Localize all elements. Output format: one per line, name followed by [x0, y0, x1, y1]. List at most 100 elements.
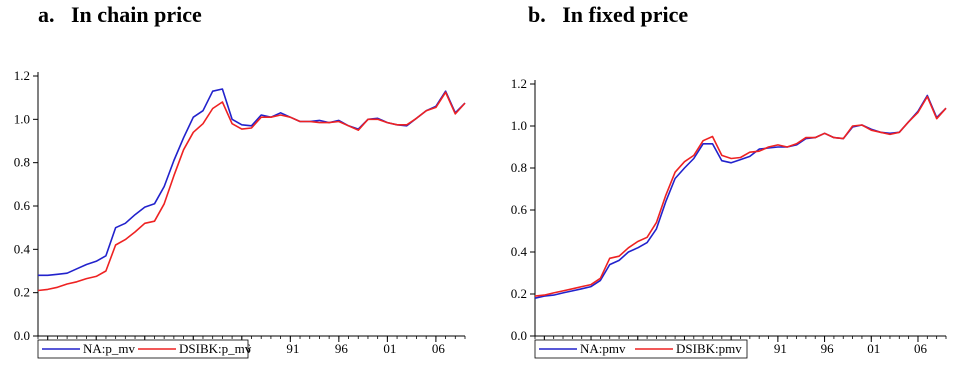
data-point — [454, 113, 456, 115]
data-point — [656, 222, 658, 224]
data-point — [861, 124, 863, 126]
legend: NA:pmv DSIBK:pmv — [534, 339, 748, 359]
data-point — [609, 264, 611, 266]
data-point — [665, 201, 667, 203]
data-point — [251, 127, 253, 129]
data-point — [665, 194, 667, 196]
data-point — [396, 124, 398, 126]
data-point — [684, 161, 686, 163]
data-point — [95, 276, 97, 278]
y-tick-label: 1.2 — [14, 68, 30, 83]
data-point — [66, 272, 68, 274]
data-point — [105, 255, 107, 257]
data-point — [553, 294, 555, 296]
data-point — [572, 290, 574, 292]
data-point — [163, 203, 165, 205]
data-point — [192, 116, 194, 118]
data-point — [889, 134, 891, 136]
data-point — [824, 132, 826, 134]
data-point — [37, 274, 39, 276]
data-point — [693, 155, 695, 157]
data-point — [562, 292, 564, 294]
chart-panel-b: 0.00.20.40.60.81.01.2667176818691960106N… — [511, 76, 947, 359]
data-point — [173, 175, 175, 177]
x-tick-label: 01 — [867, 341, 880, 356]
data-point — [328, 122, 330, 124]
data-point — [749, 156, 751, 158]
data-point — [183, 149, 185, 151]
data-point — [609, 257, 611, 259]
data-point — [581, 288, 583, 290]
data-point — [202, 110, 204, 112]
data-point — [241, 128, 243, 130]
data-point — [212, 108, 214, 110]
data-point — [183, 137, 185, 139]
data-point — [406, 124, 408, 126]
data-point — [805, 137, 807, 139]
data-point — [377, 118, 379, 120]
data-point — [260, 116, 262, 118]
data-point — [86, 264, 88, 266]
data-point — [144, 206, 146, 208]
y-tick-label: 1.0 — [14, 111, 30, 126]
data-point — [684, 167, 686, 169]
data-point — [270, 116, 272, 118]
data-point — [86, 278, 88, 280]
data-point — [212, 90, 214, 92]
x-tick-label: 06 — [914, 341, 928, 356]
data-point — [758, 150, 760, 152]
data-point — [833, 137, 835, 139]
data-point — [115, 227, 117, 229]
data-point — [712, 143, 714, 145]
data-point — [76, 268, 78, 270]
data-point — [786, 146, 788, 148]
data-point — [730, 162, 732, 164]
data-point — [721, 155, 723, 157]
data-point — [618, 255, 620, 257]
data-point — [435, 107, 437, 109]
data-point — [590, 284, 592, 286]
y-tick-label: 0.2 — [14, 285, 30, 300]
data-point — [231, 118, 233, 120]
data-point — [618, 260, 620, 262]
data-point — [534, 297, 536, 299]
data-point — [222, 101, 224, 103]
data-point — [749, 151, 751, 153]
data-point — [464, 102, 466, 104]
data-point — [637, 247, 639, 249]
data-point — [674, 171, 676, 173]
data-point — [656, 228, 658, 230]
data-point — [338, 121, 340, 123]
y-tick-label: 1.0 — [511, 118, 527, 133]
chart-panel-a: 0.00.20.40.60.81.01.2667176818691960106N… — [14, 68, 466, 359]
data-point — [47, 274, 49, 276]
data-point — [95, 260, 97, 262]
data-point — [712, 136, 714, 138]
data-point — [309, 121, 311, 123]
data-point — [124, 239, 126, 241]
data-point — [628, 251, 630, 253]
x-tick-label: 96 — [335, 341, 349, 356]
series-line — [534, 94, 947, 299]
data-point — [870, 129, 872, 131]
data-point — [880, 131, 882, 133]
data-point — [231, 123, 233, 125]
data-point — [222, 88, 224, 90]
x-tick-label: 91 — [286, 341, 299, 356]
data-point — [777, 146, 779, 148]
data-point — [66, 283, 68, 285]
data-point — [319, 122, 321, 124]
data-point — [590, 286, 592, 288]
data-point — [926, 96, 928, 98]
data-point — [280, 112, 282, 114]
data-point — [637, 241, 639, 243]
data-point — [57, 273, 59, 275]
data-point — [280, 114, 282, 116]
data-point — [47, 289, 49, 291]
data-point — [357, 129, 359, 131]
series-line — [38, 88, 466, 277]
data-point — [387, 122, 389, 124]
data-point — [553, 292, 555, 294]
x-tick-label: 06 — [432, 341, 446, 356]
